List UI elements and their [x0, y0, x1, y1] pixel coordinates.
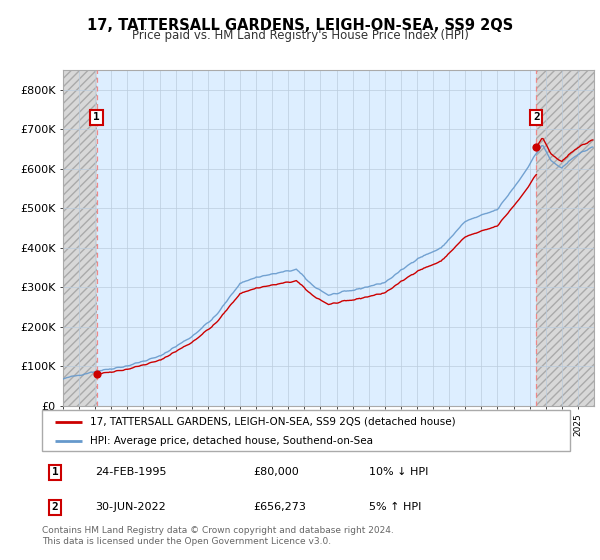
Text: £80,000: £80,000 [253, 468, 299, 477]
Text: 24-FEB-1995: 24-FEB-1995 [95, 468, 166, 477]
Text: HPI: Average price, detached house, Southend-on-Sea: HPI: Average price, detached house, Sout… [89, 436, 373, 446]
Bar [63, 70, 97, 406]
Text: 30-JUN-2022: 30-JUN-2022 [95, 502, 166, 512]
Point [532, 142, 541, 151]
Text: 1: 1 [93, 113, 100, 123]
Text: 2: 2 [52, 502, 59, 512]
Text: 17, TATTERSALL GARDENS, LEIGH-ON-SEA, SS9 2QS (detached house): 17, TATTERSALL GARDENS, LEIGH-ON-SEA, SS… [89, 417, 455, 427]
Text: £656,273: £656,273 [253, 502, 306, 512]
Point [92, 370, 101, 379]
Text: Contains HM Land Registry data © Crown copyright and database right 2024.
This d: Contains HM Land Registry data © Crown c… [42, 526, 394, 546]
Bar [536, 70, 594, 406]
Text: 5% ↑ HPI: 5% ↑ HPI [370, 502, 422, 512]
Text: Price paid vs. HM Land Registry's House Price Index (HPI): Price paid vs. HM Land Registry's House … [131, 29, 469, 42]
Text: 2: 2 [533, 113, 540, 123]
Text: 1: 1 [52, 468, 59, 477]
FancyBboxPatch shape [42, 410, 570, 451]
Text: 17, TATTERSALL GARDENS, LEIGH-ON-SEA, SS9 2QS: 17, TATTERSALL GARDENS, LEIGH-ON-SEA, SS… [87, 18, 513, 33]
Text: 10% ↓ HPI: 10% ↓ HPI [370, 468, 429, 477]
